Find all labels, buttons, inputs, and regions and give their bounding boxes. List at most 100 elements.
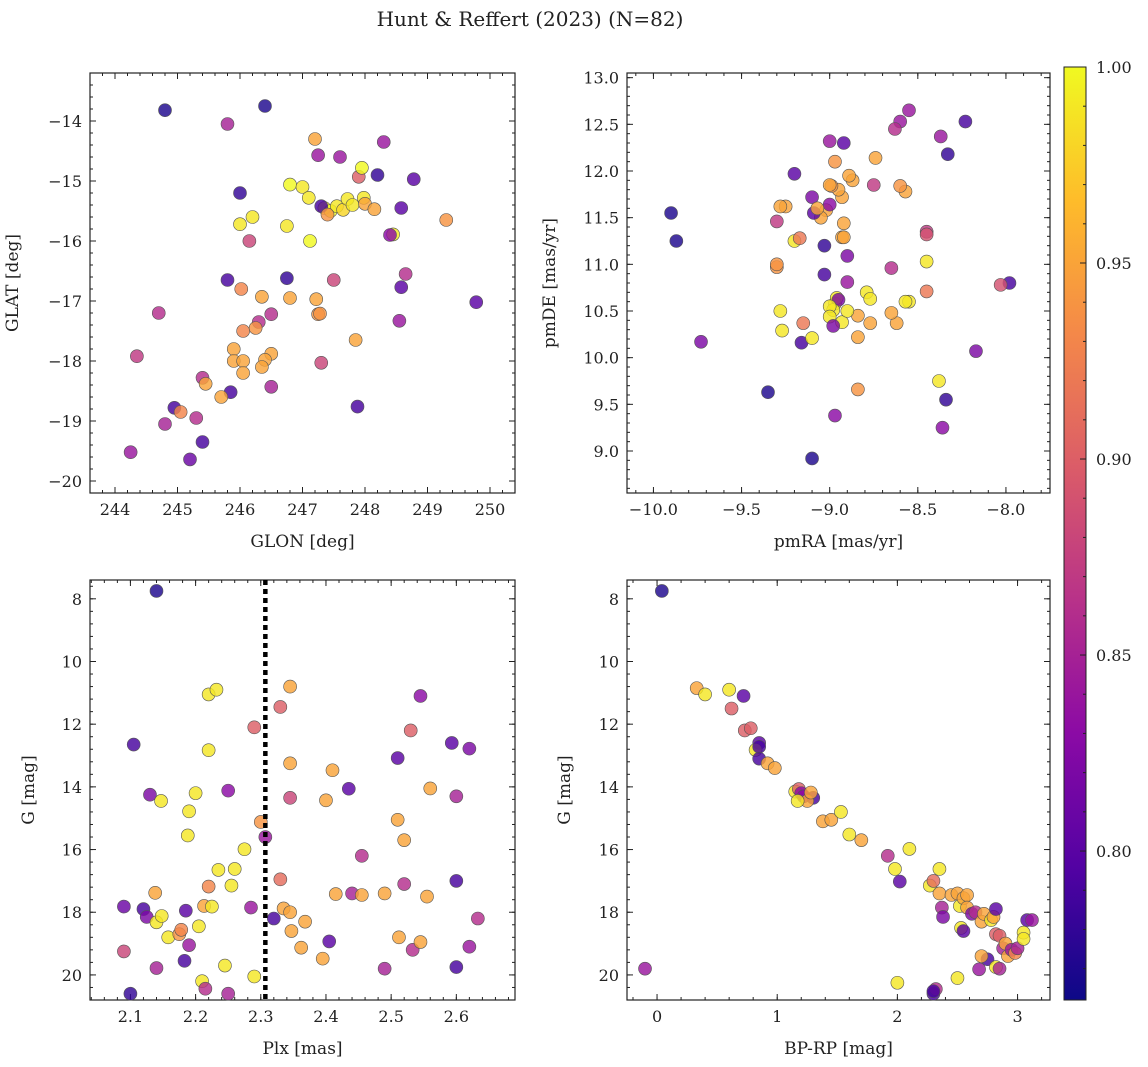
x-tick-label: 1 [772, 1007, 782, 1026]
scatter-point [390, 751, 405, 765]
scatter-point [177, 954, 192, 968]
scatter-point [377, 886, 392, 901]
scatter-point [449, 874, 464, 888]
scatter-point [355, 849, 369, 863]
scatter-point [226, 342, 241, 356]
scatter-point [842, 168, 856, 183]
scatter-point [143, 787, 157, 802]
scatter-point [345, 198, 360, 212]
scatter-point [768, 761, 782, 775]
x-tick-label: −8.0 [987, 500, 1026, 519]
scatter-point [810, 201, 825, 216]
scatter-point [236, 324, 250, 338]
y-tick-label: −18 [48, 352, 82, 371]
y-tick-label: −16 [48, 232, 82, 251]
scatter-point [350, 399, 365, 414]
x-tick-label: 244 [100, 500, 131, 519]
scatter-point [236, 354, 250, 368]
x-tick-label: 2.2 [183, 1007, 208, 1026]
scatter-point [840, 275, 855, 289]
scatter-point [462, 741, 477, 756]
scatter-point [805, 451, 819, 466]
figure-title: Hunt & Reffert (2023) (N=82) [377, 7, 684, 31]
scatter-point [255, 289, 269, 304]
y-axis-label: GLAT [deg] [3, 234, 23, 332]
scatter-point [123, 986, 138, 1001]
scatter-point [761, 385, 775, 400]
scatter-point [313, 306, 327, 321]
y-tick-label: 18 [599, 903, 619, 922]
scatter-point [892, 874, 907, 889]
scatter-point [950, 971, 965, 985]
scatter-point [462, 939, 477, 954]
scatter-point [273, 872, 288, 887]
y-tick-label: 16 [599, 841, 619, 860]
scatter-point [822, 178, 837, 192]
scatter-point [854, 833, 869, 847]
scatter-point [936, 910, 950, 924]
scatter-point [221, 986, 235, 1001]
scatter-point [1016, 932, 1031, 946]
x-tick-label: −9.0 [810, 500, 849, 519]
scatter-point [179, 903, 193, 918]
scatter-point [893, 179, 907, 193]
scatter-point [828, 154, 842, 169]
scatter-point [805, 331, 819, 345]
scatter-point [989, 902, 1003, 916]
scatter-point [888, 862, 902, 876]
scatter-point [863, 292, 878, 306]
scatter-point [773, 199, 788, 214]
scatter-point [890, 975, 905, 990]
scatter-point [355, 161, 369, 175]
scatter-point [205, 899, 219, 914]
scatter-point [398, 267, 413, 281]
scatter-point [880, 849, 895, 863]
scatter-point [935, 420, 950, 435]
y-axis-label: G [mag] [555, 755, 575, 824]
scatter-point [301, 191, 316, 205]
x-tick-label: 2.6 [444, 1007, 469, 1026]
scatter-point [188, 786, 203, 800]
scatter-point [842, 827, 857, 842]
scatter-point [258, 99, 272, 113]
x-axis-label: pmRA [mas/yr] [774, 532, 903, 552]
scatter-point [151, 306, 166, 320]
scatter-point [390, 812, 405, 827]
scatter-point [664, 206, 678, 220]
scatter-point [884, 306, 899, 320]
x-tick-label: 245 [162, 500, 193, 519]
x-tick-label: 250 [475, 500, 506, 519]
scatter-point [805, 190, 819, 204]
x-tick-label: 248 [350, 500, 381, 519]
scatter-point [234, 282, 249, 296]
scatter-point [956, 924, 971, 938]
scatter-point [237, 842, 252, 857]
y-tick-label: 12.5 [583, 115, 619, 134]
panel-pmra-pmde: −10.0 −9.5 −9.0 −8.5 −8.0 9.0 9.5 10.0 10.5 11.0 1… [540, 69, 1051, 552]
scatter-point [314, 355, 329, 370]
scatter-point [1025, 913, 1039, 927]
scatter-point [189, 411, 204, 425]
scatter-point [939, 392, 953, 407]
scatter-point [933, 129, 948, 144]
axes-frame [626, 72, 1051, 494]
scatter-point [218, 958, 232, 973]
scatter-point [322, 934, 337, 949]
scatter-point [294, 940, 308, 955]
scatter-point [392, 313, 407, 328]
scatter-point [866, 178, 881, 192]
scatter-point [439, 213, 454, 227]
scatter-point [394, 280, 409, 295]
x-tick-label: 2 [892, 1007, 902, 1026]
scatter-point [255, 360, 269, 374]
scatter-point [284, 924, 299, 938]
scatter-point [669, 234, 684, 248]
y-axis-label: G [mag] [19, 755, 39, 824]
scatter-point [993, 278, 1008, 292]
scatter-point [449, 960, 464, 974]
scatter-point [817, 267, 832, 282]
scatter-point [117, 899, 131, 914]
scatter-point [834, 805, 848, 819]
axes-frame [89, 579, 516, 1001]
